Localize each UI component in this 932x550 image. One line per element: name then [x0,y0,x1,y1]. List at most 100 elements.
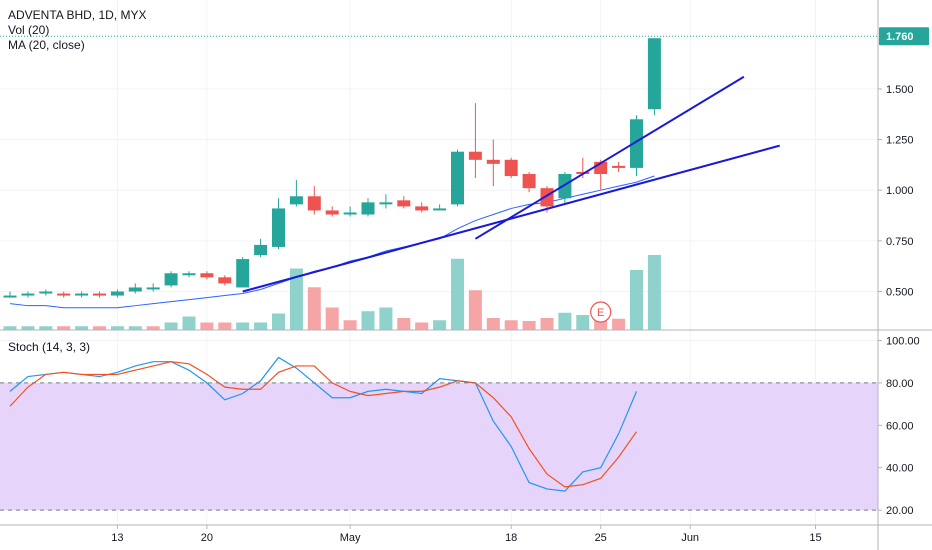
volume-bar [218,322,232,330]
candle-body [647,38,661,110]
volume-bar [57,326,71,330]
price-tick-label: 0.500 [886,287,914,299]
volume-bar [21,326,35,330]
last-price-tag-bg [879,27,929,46]
event-marker-circle [590,301,612,323]
candle-body [21,293,35,296]
ma-indicator-label[interactable]: MA (20, close) [8,38,85,52]
trendline [474,75,745,240]
volume-bar [128,326,142,330]
candle-body [110,291,124,296]
trendlines[interactable] [242,75,780,293]
axes: E 1.500 1.250 1.000 0.750 0.500 100.00 80.00 60.… [0,27,929,544]
time-tick-label: 15 [809,532,821,544]
time-tick-label: 25 [595,532,607,544]
volume-bar [93,326,106,330]
candle-body [3,295,17,298]
price-tick-label: 1.500 [886,84,914,96]
volume-bar [504,320,518,330]
candle-body [39,291,53,294]
candle-body [272,208,285,247]
volume-bar [468,290,482,330]
stoch-indicator-label[interactable]: Stoch (14, 3, 3) [8,340,91,354]
time-tick-label: 13 [111,532,123,544]
volume-bar [39,326,53,330]
candle-body [200,273,214,278]
candle-body [218,277,232,284]
candle-body [630,119,643,168]
time-tick-label: Jun [681,532,699,544]
stoch-k-line [9,356,638,492]
stoch-tick-label: 40.00 [886,463,914,475]
volume-bar [146,326,160,330]
stoch-tick-label: 100.00 [886,335,920,347]
stoch-band [0,382,878,511]
candle-body [289,196,303,205]
candle-body [468,151,482,160]
price-tick-label: 1.000 [886,185,914,197]
candle-body [325,210,339,215]
stoch-tick-label: 80.00 [886,378,914,390]
candle-body [486,159,500,164]
candle-body [57,293,71,296]
candle-body [433,208,447,211]
candle-body [75,293,89,296]
event-marker: E [590,301,612,323]
candle-body [415,206,429,211]
volume-bar [307,287,321,330]
time-tick-label: May [340,532,361,544]
volume-bar [397,318,411,330]
stoch-d-line [9,361,637,488]
symbol-label[interactable]: ADVENTA BHD, 1D, MYX [8,8,147,22]
volume-bar [254,322,268,330]
volume-bar [325,307,339,330]
volume-bar [289,268,303,330]
candle-body [343,212,357,215]
volume-bar [164,322,178,330]
candle-body [93,293,106,296]
candle-body [164,273,178,286]
candle-body [146,287,160,290]
event-marker-label: E [597,307,604,319]
volume-indicator-label[interactable]: Vol (20) [8,23,50,37]
stoch-tick-label: 20.00 [886,505,914,517]
time-tick-label: 18 [505,532,517,544]
volume-bar [612,318,626,330]
price-tick-label: 0.750 [886,236,914,248]
last-price-tag: 1.760 [879,27,929,46]
stoch-lines [9,356,638,492]
candle-body [612,165,626,168]
candle-body [361,202,375,215]
legend-main: ADVENTA BHD, 1D, MYX Vol (20) MA (20, cl… [8,8,146,53]
candle-body [236,259,250,288]
candle-body [451,151,464,205]
candle-body [504,159,518,177]
time-tick-label: 20 [201,532,213,544]
candle-body [254,244,268,256]
candle-body [307,196,321,211]
volume-bar [110,326,124,330]
volume-bar [361,311,375,330]
legend-stoch: Stoch (14, 3, 3) [8,340,90,355]
last-price-tag-label: 1.760 [886,31,914,43]
candle-body [379,202,393,205]
volume-bar [343,320,357,330]
volume-bar [647,255,661,330]
volume-bar [630,270,643,330]
candle-body [182,273,196,276]
trendline [242,144,780,293]
volume-bar [182,316,196,330]
volume-bar [75,326,89,330]
price-tick-label: 1.250 [886,135,914,147]
volume-bar [540,318,554,330]
candles[interactable] [3,38,661,298]
volume-bar [522,321,536,330]
volume-bar [272,313,285,330]
volume-bar [236,322,250,330]
ma20-line [9,175,655,309]
candle-body [397,200,411,207]
volume-bar [415,322,429,330]
volume-bar [379,307,393,330]
